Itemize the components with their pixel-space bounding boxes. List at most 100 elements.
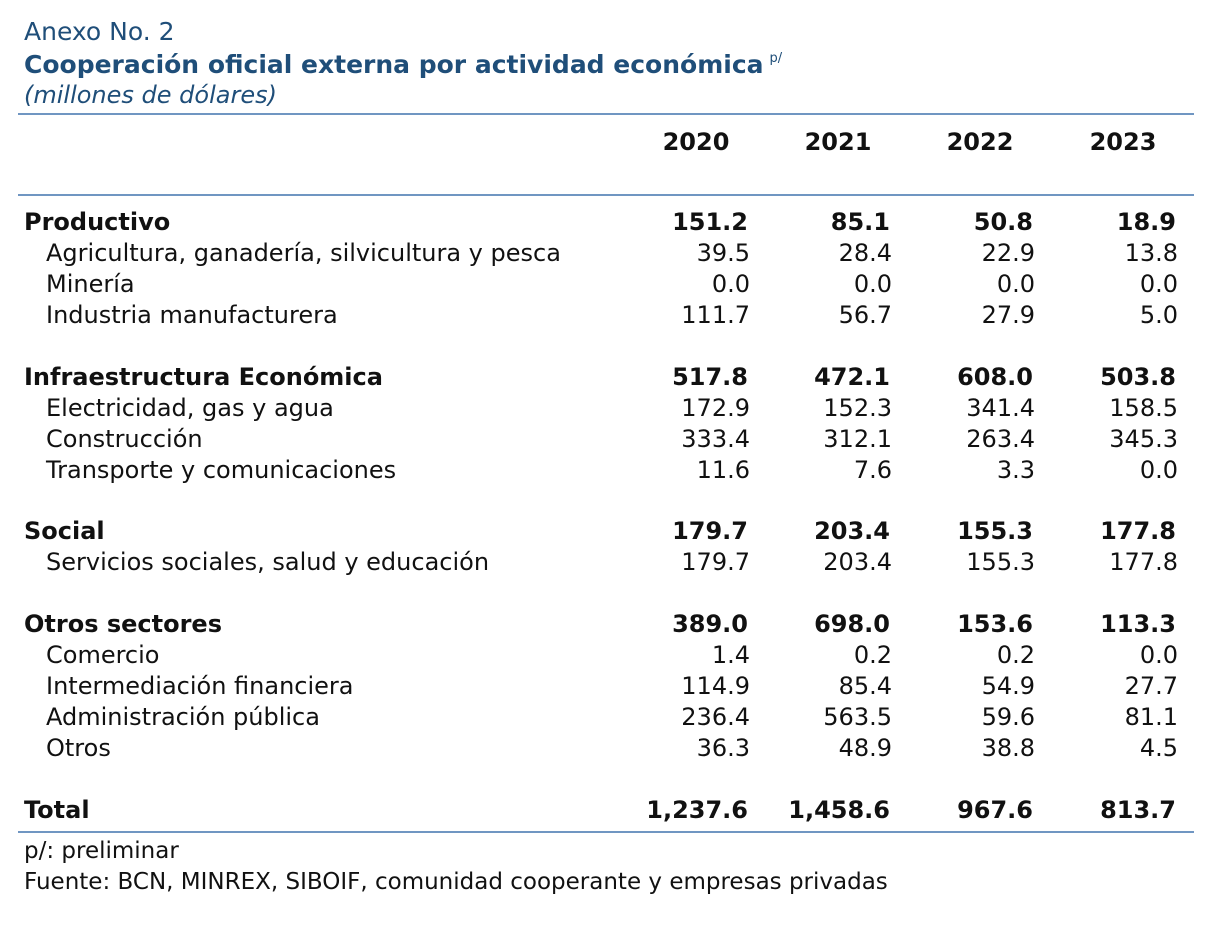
value-cell: 85.4 — [838, 672, 892, 700]
table-row: Industria manufacturera 111.7 56.7 27.9 … — [0, 300, 1218, 331]
value-cell: 27.9 — [981, 301, 1035, 329]
value-cell: 39.5 — [696, 239, 750, 267]
value-cell: 27.7 — [1124, 672, 1178, 700]
value-cell: 22.9 — [981, 239, 1035, 267]
row-label: Minería — [46, 270, 135, 298]
table-row: Administración pública 236.4 563.5 59.6 … — [0, 702, 1218, 733]
value-cell: 59.6 — [981, 703, 1035, 731]
title-text: Cooperación oficial externa por activida… — [24, 50, 764, 79]
total-row: Total 1,237.6 1,458.6 967.6 813.7 — [0, 795, 1218, 826]
value-cell: 0.0 — [853, 270, 892, 298]
value-cell: 0.0 — [1139, 270, 1178, 298]
annex-label: Anexo No. 2 — [24, 17, 175, 46]
value-cell: 263.4 — [966, 425, 1035, 453]
value-cell: 50.8 — [973, 208, 1033, 236]
table-row: Agricultura, ganadería, silvicultura y p… — [0, 238, 1218, 269]
column-header-2020: 2020 — [662, 128, 730, 156]
preliminary-mark: p/ — [769, 51, 783, 66]
value-cell: 179.7 — [672, 517, 748, 545]
value-cell: 312.1 — [823, 425, 892, 453]
row-label: Agricultura, ganadería, silvicultura y p… — [46, 239, 561, 267]
value-cell: 236.4 — [681, 703, 750, 731]
value-cell: 56.7 — [838, 301, 892, 329]
row-label: Transporte y comunicaciones — [46, 456, 397, 484]
value-cell: 0.2 — [996, 641, 1035, 669]
preliminary-note: p/: preliminar — [24, 838, 179, 864]
source-note: Fuente: BCN, MINREX, SIBOIF, comunidad c… — [24, 869, 888, 895]
section-row: Productivo 151.2 85.1 50.8 18.9 — [0, 207, 1218, 238]
value-cell: 203.4 — [823, 548, 892, 576]
total-label: Total — [24, 796, 90, 824]
section-row: Social 179.7 203.4 155.3 177.8 — [0, 516, 1218, 547]
section-label: Otros sectores — [24, 610, 222, 638]
value-cell: 0.0 — [1139, 456, 1178, 484]
value-cell: 333.4 — [681, 425, 750, 453]
value-cell: 0.0 — [711, 270, 750, 298]
section-label: Social — [24, 517, 105, 545]
value-cell: 152.3 — [823, 394, 892, 422]
column-header-2022: 2022 — [946, 128, 1014, 156]
row-label: Electricidad, gas y agua — [46, 394, 334, 422]
value-cell: 1,237.6 — [646, 796, 748, 824]
value-cell: 698.0 — [814, 610, 890, 638]
value-cell: 7.6 — [853, 456, 892, 484]
value-cell: 563.5 — [823, 703, 892, 731]
table-row: Intermediación financiera 114.9 85.4 54.… — [0, 671, 1218, 702]
section-label: Productivo — [24, 208, 171, 236]
value-cell: 0.0 — [1139, 641, 1178, 669]
row-label: Industria manufacturera — [46, 301, 338, 329]
section-row: Otros sectores 389.0 698.0 153.6 113.3 — [0, 609, 1218, 640]
value-cell: 3.3 — [996, 456, 1035, 484]
section-row: Infraestructura Económica 517.8 472.1 60… — [0, 362, 1218, 393]
table-row: Electricidad, gas y agua 172.9 152.3 341… — [0, 393, 1218, 424]
table-row: Transporte y comunicaciones 11.6 7.6 3.3… — [0, 455, 1218, 486]
value-cell: 517.8 — [672, 363, 748, 391]
value-cell: 503.8 — [1100, 363, 1176, 391]
value-cell: 28.4 — [838, 239, 892, 267]
value-cell: 155.3 — [966, 548, 1035, 576]
value-cell: 0.2 — [853, 641, 892, 669]
value-cell: 151.2 — [672, 208, 748, 236]
value-cell: 177.8 — [1100, 517, 1176, 545]
value-cell: 179.7 — [681, 548, 750, 576]
value-cell: 172.9 — [681, 394, 750, 422]
units-label: (millones de dólares) — [24, 81, 277, 109]
column-header-2023: 2023 — [1089, 128, 1157, 156]
value-cell: 155.3 — [957, 517, 1033, 545]
row-label: Administración pública — [46, 703, 320, 731]
value-cell: 114.9 — [681, 672, 750, 700]
value-cell: 203.4 — [814, 517, 890, 545]
value-cell: 0.0 — [996, 270, 1035, 298]
table-row: Construcción 333.4 312.1 263.4 345.3 — [0, 424, 1218, 455]
row-label: Comercio — [46, 641, 160, 669]
row-label: Servicios sociales, salud y educación — [46, 548, 490, 576]
value-cell: 158.5 — [1109, 394, 1178, 422]
value-cell: 18.9 — [1116, 208, 1176, 236]
value-cell: 345.3 — [1109, 425, 1178, 453]
value-cell: 111.7 — [681, 301, 750, 329]
table-title: Cooperación oficial externa por activida… — [24, 50, 1194, 80]
value-cell: 389.0 — [672, 610, 748, 638]
value-cell: 177.8 — [1109, 548, 1178, 576]
value-cell: 113.3 — [1100, 610, 1176, 638]
value-cell: 38.8 — [981, 734, 1035, 762]
table-row: Otros 36.3 48.9 38.8 4.5 — [0, 733, 1218, 764]
value-cell: 1.4 — [711, 641, 750, 669]
value-cell: 36.3 — [696, 734, 750, 762]
table-row: Servicios sociales, salud y educación 17… — [0, 547, 1218, 578]
value-cell: 13.8 — [1124, 239, 1178, 267]
value-cell: 1,458.6 — [788, 796, 890, 824]
value-cell: 85.1 — [830, 208, 890, 236]
value-cell: 813.7 — [1100, 796, 1176, 824]
value-cell: 967.6 — [957, 796, 1033, 824]
value-cell: 472.1 — [814, 363, 890, 391]
table-row: Minería 0.0 0.0 0.0 0.0 — [0, 269, 1218, 300]
value-cell: 11.6 — [696, 456, 750, 484]
table-header: Anexo No. 2 Cooperación oficial externa … — [24, 14, 1194, 110]
row-label: Otros — [46, 734, 111, 762]
column-headers: 2020 2021 2022 2023 — [0, 124, 1218, 164]
footnotes: p/: preliminar Fuente: BCN, MINREX, SIBO… — [24, 836, 888, 898]
value-cell: 5.0 — [1139, 301, 1178, 329]
value-cell: 54.9 — [981, 672, 1035, 700]
top-rule — [18, 113, 1194, 115]
